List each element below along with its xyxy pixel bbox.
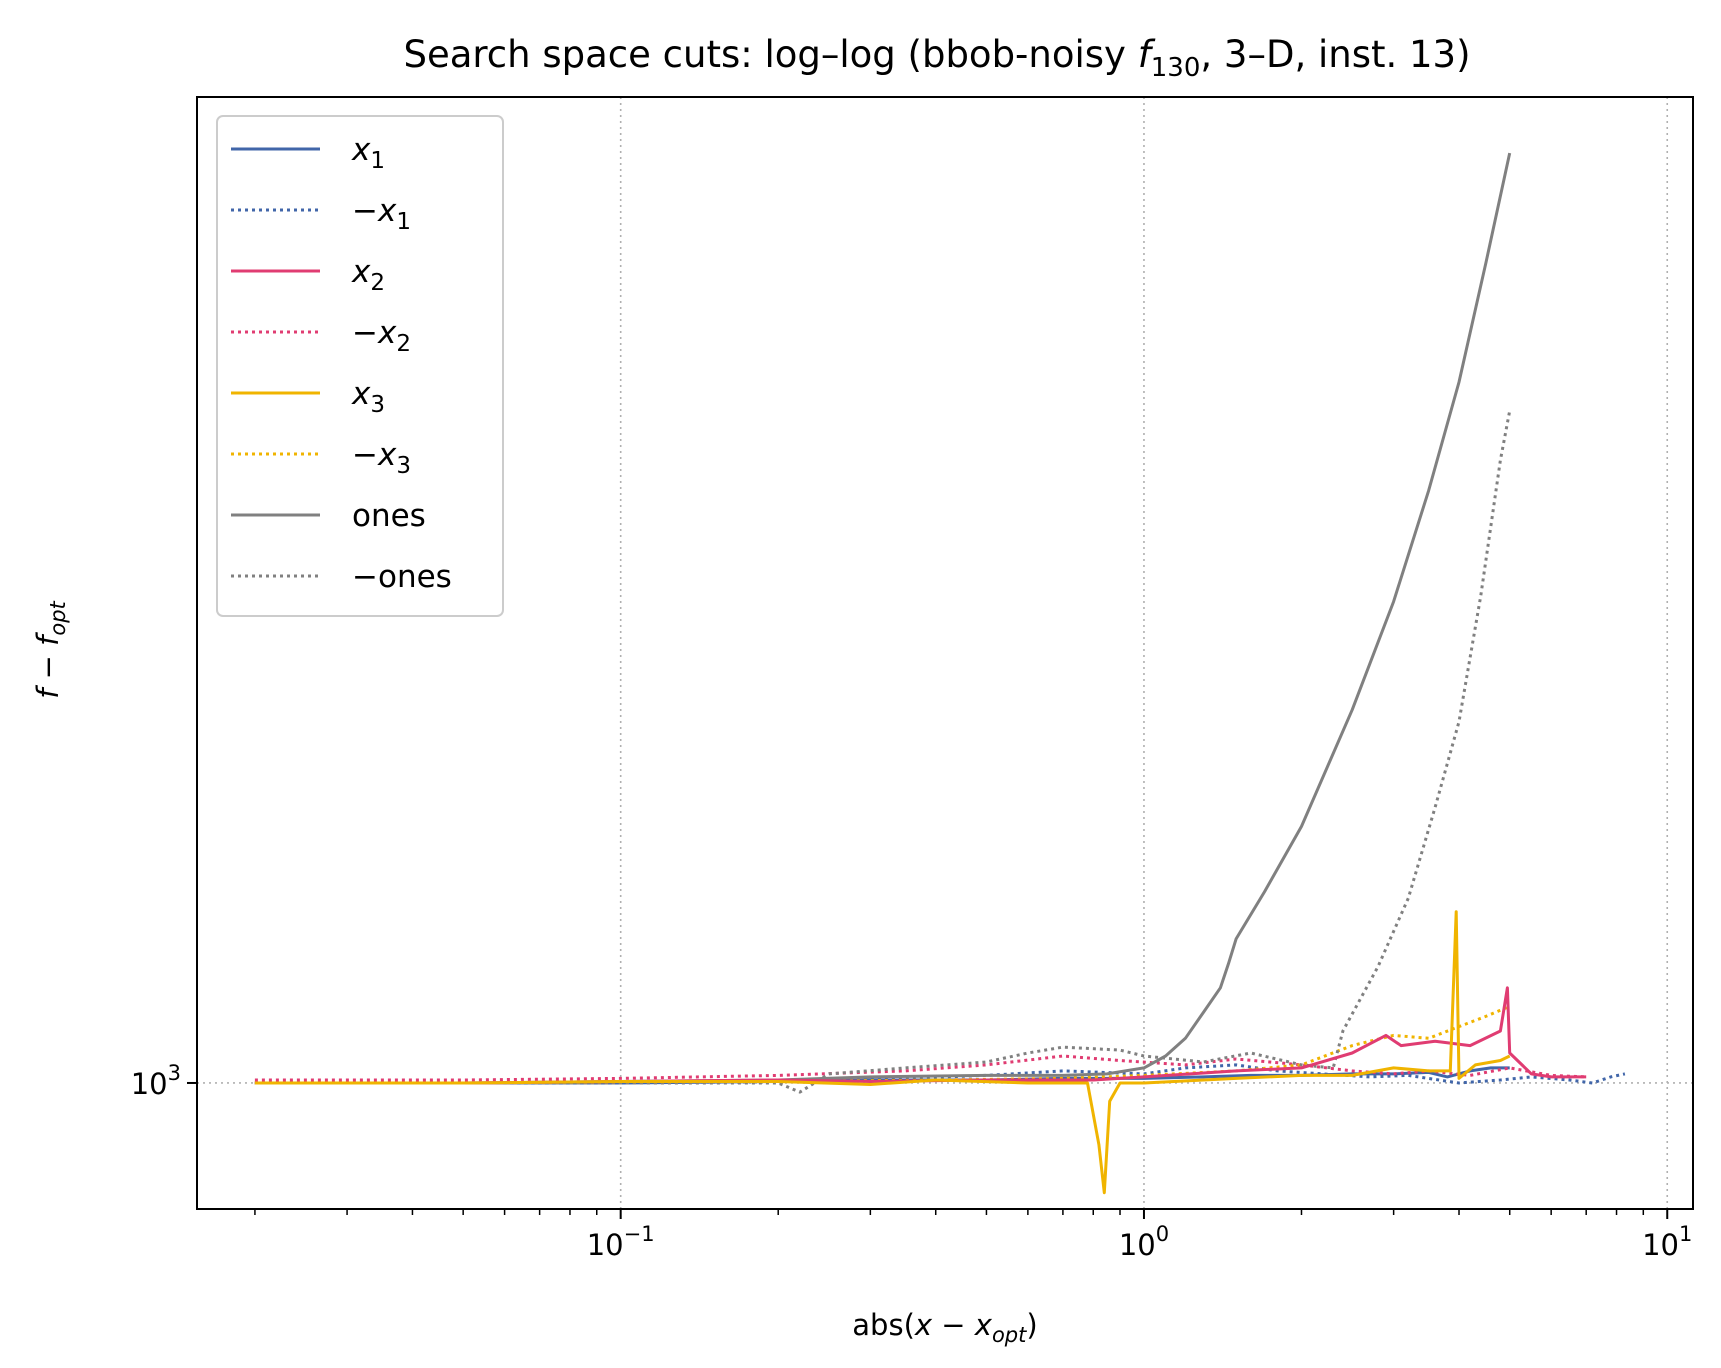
legend-label: −x3 bbox=[352, 437, 411, 479]
legend-label: x3 bbox=[351, 376, 385, 418]
x-tick-label: 100 bbox=[1119, 1222, 1169, 1262]
legend-label: x1 bbox=[351, 132, 385, 174]
plot-frame bbox=[196, 96, 1694, 1210]
series-line-x3 bbox=[254, 910, 1511, 1195]
legend-label: −ones bbox=[352, 559, 452, 595]
legend: x1 −x1 x2 −x2 x3 −x3 ones −ones bbox=[216, 115, 504, 617]
legend-label: x2 bbox=[351, 254, 385, 296]
y-axis-label: f − fopt bbox=[31, 600, 70, 698]
series-line-ones bbox=[254, 152, 1512, 1085]
legend-label: −x1 bbox=[352, 193, 411, 235]
axis-ticks: 10−1 100 101 103 bbox=[131, 1061, 1693, 1262]
legend-label: ones bbox=[352, 498, 426, 534]
legend-label: −x2 bbox=[352, 315, 411, 357]
x-tick-label: 101 bbox=[1642, 1222, 1692, 1262]
chart-title: Search space cuts: log–log (bbob-noisy f… bbox=[403, 33, 1470, 83]
series-lines bbox=[254, 152, 1626, 1195]
y-tick-label: 103 bbox=[131, 1061, 181, 1101]
series-line-neg-x1 bbox=[254, 1063, 1626, 1085]
legend-box bbox=[216, 115, 504, 617]
series-line-x2 bbox=[254, 986, 1587, 1085]
x-axis-label: abs(x − xopt) bbox=[852, 1308, 1037, 1347]
series-line-neg-x2 bbox=[254, 1054, 1587, 1082]
x-tick-label: 10−1 bbox=[587, 1222, 655, 1262]
